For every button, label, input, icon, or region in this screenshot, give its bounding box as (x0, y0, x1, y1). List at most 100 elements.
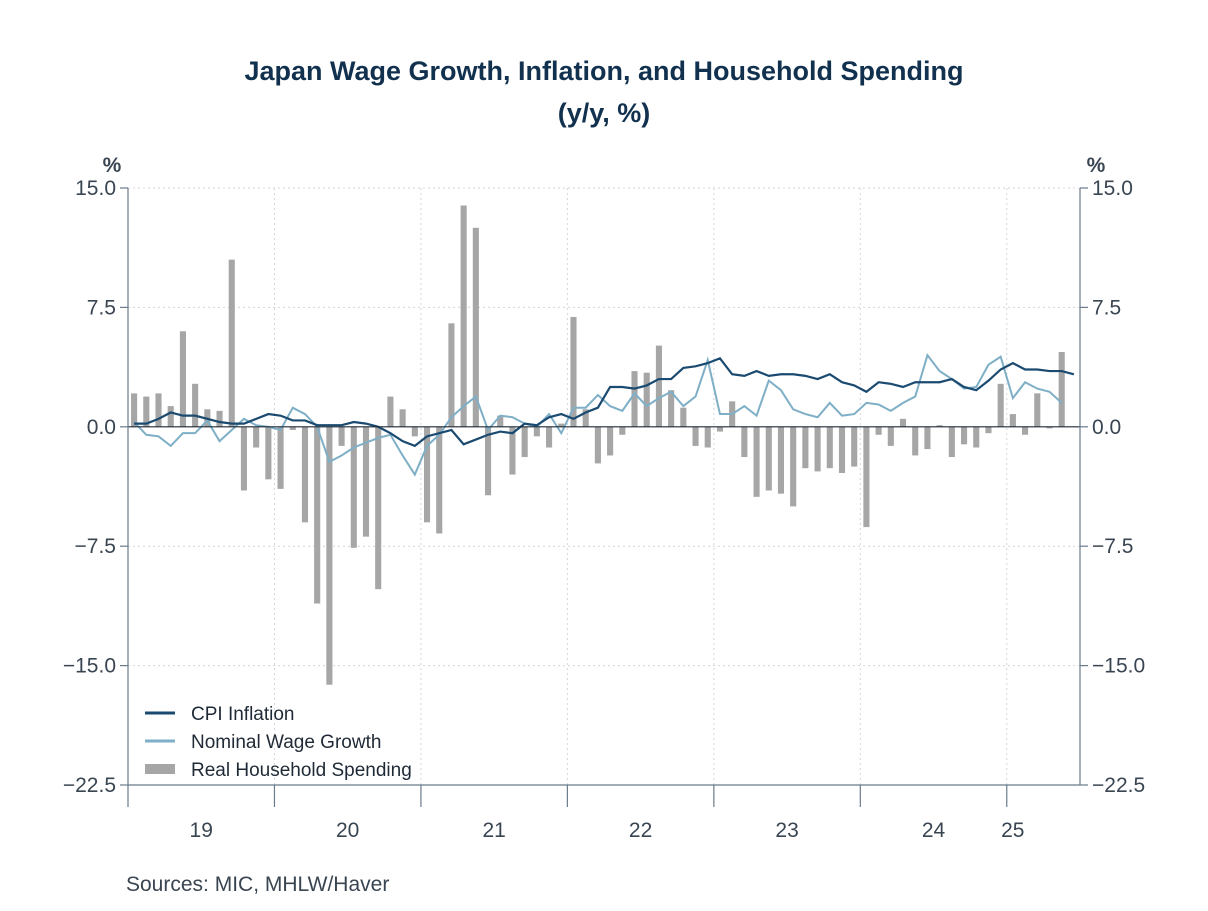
y-tick-label-left: −22.5 (63, 774, 116, 797)
spending-bar (436, 426, 443, 534)
spending-bar (350, 426, 357, 548)
x-tick-labels: 19 20 21 22 23 24 25 (190, 819, 1025, 842)
spending-bar (240, 426, 247, 491)
spending-bar (265, 426, 272, 480)
spending-bar (228, 259, 235, 427)
spending-bar (216, 410, 223, 427)
spending-bar (643, 372, 650, 427)
spending-bar (716, 426, 723, 432)
spending-bar (167, 406, 174, 427)
spending-bar (253, 426, 260, 448)
spending-bar (814, 426, 821, 472)
spending-bar (680, 407, 687, 427)
series-lines (133, 352, 1075, 477)
spending-bar (668, 390, 675, 427)
x-tick-label: 24 (922, 819, 946, 842)
spending-bar (387, 396, 394, 427)
spending-bar (277, 426, 284, 489)
spending-bar (155, 393, 162, 427)
y-tick-label-left: 15.0 (75, 177, 116, 200)
y-tick-label-right: −7.5 (1092, 535, 1133, 558)
y-tick-label-right: 15.0 (1092, 177, 1133, 200)
legend-label-wage: Nominal Wage Growth (191, 732, 381, 753)
left-axis-unit: % (103, 154, 122, 177)
x-tick-label: 20 (336, 819, 359, 842)
spending-bar (1046, 426, 1053, 429)
gridlines (128, 187, 1080, 786)
spending-bar (570, 316, 577, 427)
spending-bar (131, 393, 138, 427)
y-tick-label-left: −15.0 (63, 655, 116, 678)
spending-bar (961, 426, 968, 445)
spending-bar (777, 426, 785, 494)
spending-bar (1034, 393, 1041, 427)
spending-bar (875, 426, 882, 435)
spending-bar (192, 383, 199, 427)
spending-bar (887, 426, 894, 446)
spending-bar (741, 426, 748, 458)
spending-bar (899, 418, 907, 427)
legend: CPI Inflation Nominal Wage Growth Real H… (145, 704, 412, 781)
spending-bar (985, 426, 992, 434)
spending-bar (936, 425, 943, 427)
spending-bar (924, 426, 931, 450)
spending-bar (765, 426, 772, 491)
y-tick-label-right: 0.0 (1092, 416, 1121, 439)
spending-bar (497, 415, 504, 427)
x-tick-label: 19 (190, 819, 213, 842)
axes (120, 187, 1088, 807)
spending-bar (448, 323, 455, 427)
legend-label-cpi: CPI Inflation (191, 704, 295, 725)
cpi-inflation-line (134, 357, 1075, 448)
spending-bar (692, 426, 699, 446)
spending-bars (131, 205, 1065, 685)
spending-bar (582, 409, 589, 427)
spending-bar (826, 426, 833, 469)
spending-bar (143, 396, 150, 427)
spending-bar (472, 227, 479, 427)
spending-bar (619, 426, 626, 435)
spending-bar (790, 426, 797, 507)
wage-growth-line (133, 352, 1063, 477)
right-axis-unit: % (1087, 154, 1106, 177)
chart-title-line2: (y/y, %) (558, 98, 651, 128)
spending-bar (997, 383, 1004, 427)
spending-bar (326, 426, 333, 685)
y-tick-label-right: 7.5 (1092, 296, 1121, 319)
spending-bar (485, 426, 492, 496)
spending-bar (338, 426, 345, 446)
legend-label-spending: Real Household Spending (191, 760, 412, 781)
spending-bar (1058, 351, 1065, 427)
spending-bar (851, 426, 858, 467)
spending-bar (802, 426, 809, 469)
spending-bar (948, 426, 955, 458)
spending-bar (521, 426, 528, 458)
y-tick-label-left: −7.5 (75, 535, 116, 558)
y-tick-label-left: 7.5 (87, 296, 116, 319)
spending-bar (301, 426, 309, 523)
spending-bar (399, 409, 406, 427)
legend-swatch-spending (145, 764, 175, 774)
source-note: Sources: MIC, MHLW/Haver (126, 873, 389, 896)
spending-bar (863, 426, 870, 528)
spending-bar (289, 426, 296, 430)
y-tick-label-left: 0.0 (87, 416, 116, 439)
spending-bar (546, 426, 553, 448)
spending-bar (460, 205, 467, 427)
spending-bar (912, 426, 919, 456)
y-tick-label-right: −22.5 (1092, 774, 1145, 797)
spending-bar (375, 426, 382, 590)
x-tick-label: 21 (482, 819, 505, 842)
y-tick-labels: 15.0 15.0 7.5 7.5 0.0 0.0 −7.5 −7.5 −15.0 −15.0 −2… (63, 177, 1145, 797)
x-tick-label: 25 (1001, 819, 1024, 842)
x-tick-label: 23 (775, 819, 798, 842)
spending-bar (533, 426, 540, 437)
chart-title-line1: Japan Wage Growth, Inflation, and Househ… (244, 56, 963, 86)
spending-bar (631, 371, 638, 427)
spending-bar (973, 426, 980, 448)
y-tick-label-right: −15.0 (1092, 655, 1145, 678)
spending-bar (704, 426, 711, 448)
spending-bar (838, 426, 846, 473)
spending-bar (558, 423, 565, 427)
